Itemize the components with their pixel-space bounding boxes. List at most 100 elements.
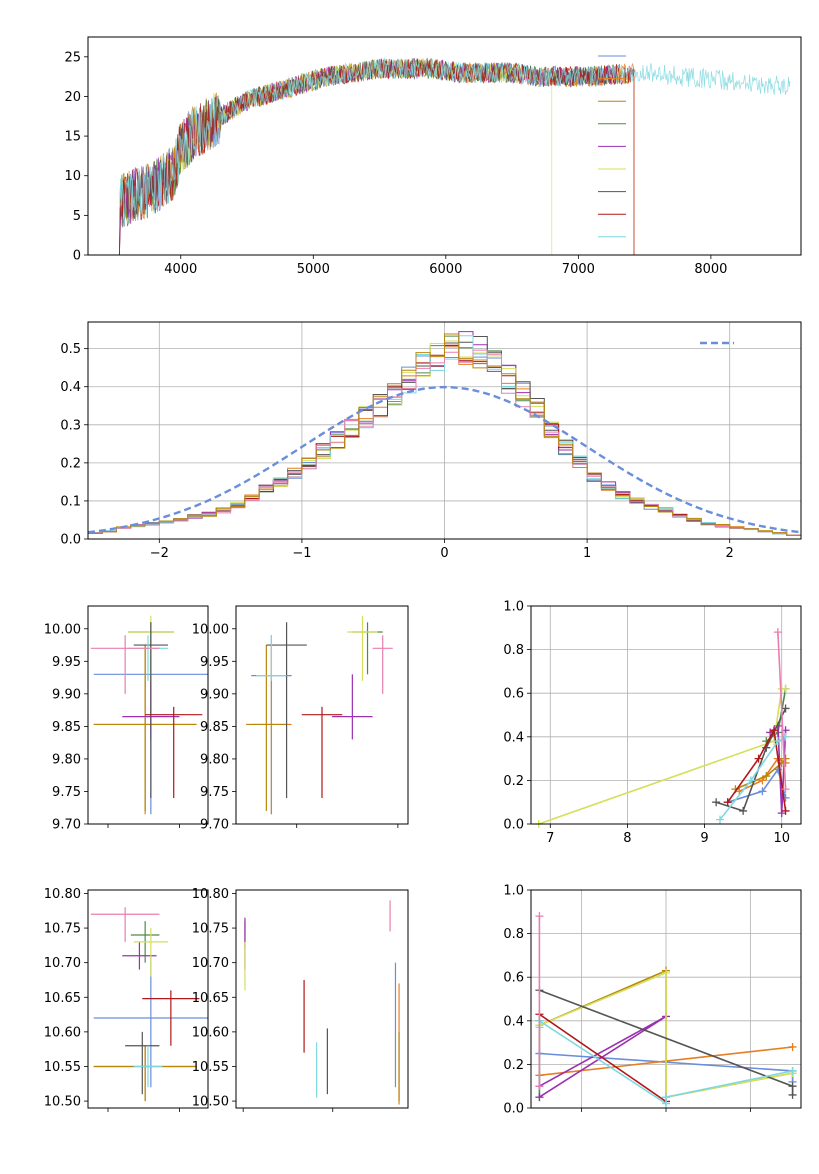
panel-age-vs-Z-axes: 9.70 9.75 9.80 9.85 9.90 9.95 10.00	[44, 622, 180, 833]
y-tick-label: 10.60	[192, 1025, 229, 1040]
spectrum-series-line	[118, 58, 635, 255]
weight-marker	[781, 806, 790, 815]
y-tick-label: 9.95	[52, 655, 81, 670]
errorbar-point	[93, 645, 197, 811]
y-tick-label: 0.8	[503, 643, 524, 658]
errorbar-points	[90, 615, 208, 815]
weight-marker	[781, 684, 790, 693]
errorbar-point	[347, 615, 378, 681]
y-tick-label: 9.75	[52, 785, 81, 800]
histogram-series	[88, 335, 801, 536]
y-tick-label: 5	[73, 209, 81, 224]
weight-series	[535, 912, 797, 1108]
weight-line	[777, 632, 787, 790]
y-tick-label: 0.8	[503, 927, 524, 942]
y-tick-label: 9.85	[52, 720, 81, 735]
y-tick-label: 9.80	[200, 752, 229, 767]
spectrum-series-line	[117, 57, 635, 255]
panel-weight-vs-age-axes: 7 8 9 10 0.0 0.2 0.4 0.6 0.8 1.0	[503, 600, 801, 846]
y-tick-label: 10.65	[192, 991, 229, 1006]
y-tick-label: 25	[64, 50, 81, 65]
errorbar-point	[90, 635, 160, 694]
y-tick-label: 10.70	[192, 956, 229, 971]
weight-marker	[770, 726, 778, 735]
weight-marker	[535, 1082, 544, 1091]
errorbar-point	[93, 1045, 197, 1102]
y-tick-label: 10.00	[44, 622, 81, 637]
weight-marker	[762, 772, 771, 781]
y-tick-label: 0.4	[503, 1014, 524, 1029]
x-tick-label: 9	[700, 831, 708, 846]
spectrum-series-line	[117, 57, 635, 255]
weight-marker	[788, 1066, 797, 1075]
weight-line	[727, 727, 787, 812]
y-tick-label: 9.70	[200, 818, 229, 833]
y-tick-label: 9.95	[200, 655, 229, 670]
errorbar-point	[256, 635, 287, 681]
spectrum-series-line	[169, 58, 553, 255]
panel-spectrum-axes: 4000 5000 6000 7000 8000 0 5 10 15 20 25	[64, 50, 727, 277]
y-tick-label: 10.80	[44, 887, 81, 902]
x-tick-label: −1	[292, 546, 311, 561]
gaussian-curve	[87, 385, 802, 534]
y-tick-label: 9.90	[200, 687, 229, 702]
x-tick-label: 5000	[297, 262, 330, 277]
panel-mass-vs-Z-frame	[87, 889, 209, 1109]
errorbar-point	[145, 706, 203, 798]
weight-marker	[781, 785, 790, 794]
weight-marker	[712, 798, 721, 807]
y-tick-label: 10.50	[44, 1095, 81, 1110]
y-tick-label: 0.2	[503, 1058, 524, 1073]
spectrum-frame	[87, 36, 802, 256]
y-tick-label: 15	[64, 130, 81, 145]
panel-weight-vs-Z-frame	[530, 889, 802, 1109]
weight-marker	[535, 1093, 544, 1102]
spectrum-lines	[117, 57, 791, 255]
y-tick-label: 10.80	[192, 887, 229, 902]
panel-age-vs-mass-frame	[235, 605, 409, 825]
histogram-series	[88, 333, 801, 536]
y-tick-label: 0.0	[503, 818, 524, 833]
y-tick-label: 10.55	[192, 1060, 229, 1075]
errorbar-point	[90, 907, 160, 942]
weight-marker	[535, 912, 544, 921]
errorbar-points	[246, 615, 393, 815]
weight-series	[534, 628, 790, 828]
errorbar-point	[133, 928, 168, 977]
y-tick-label: 9.70	[52, 818, 81, 833]
weight-marker	[781, 704, 790, 713]
panel-age-vs-mass-axes: 9.70 9.75 9.80 9.85 9.90 9.95 10.00	[192, 622, 399, 833]
y-tick-label: 0.6	[503, 687, 524, 702]
y-tick-label: 0.4	[503, 730, 524, 745]
y-tick-label: 0.2	[503, 774, 524, 789]
x-tick-label: 1	[583, 546, 591, 561]
errorbar-point	[332, 674, 373, 740]
errorbar-point	[266, 622, 307, 798]
y-tick-label: 20	[64, 90, 81, 105]
weight-marker	[716, 815, 724, 824]
weight-marker	[773, 628, 782, 637]
panel-age-vs-Z-frame	[87, 605, 209, 825]
y-tick-label: 9.90	[52, 687, 81, 702]
errorbar-point	[301, 706, 343, 798]
spectrum-legend	[598, 55, 626, 238]
weight-line	[538, 1013, 667, 1103]
weight-line	[538, 688, 786, 825]
errorbar-point	[246, 645, 287, 811]
y-tick-label: 10.75	[44, 922, 81, 937]
errorbar-points	[90, 907, 208, 1102]
weight-marker	[662, 968, 670, 977]
panel-mass-vs-EBV-frame	[235, 889, 409, 1109]
weight-marker	[788, 1042, 797, 1051]
y-tick-label: 0.6	[503, 971, 524, 986]
weight-marker	[746, 776, 755, 785]
y-tick-label: 1.0	[503, 600, 524, 615]
x-tick-label: 6000	[429, 262, 462, 277]
y-tick-label: 10.50	[192, 1095, 229, 1110]
panel-mass-vs-Z-axes: 10.50 10.55 10.60 10.65 10.70 10.75 10.80	[44, 887, 180, 1112]
y-tick-label: 9.80	[52, 752, 81, 767]
panel-weight-vs-age-frame	[530, 605, 802, 825]
weight-line	[538, 1015, 667, 1098]
weight-marker	[758, 787, 767, 796]
